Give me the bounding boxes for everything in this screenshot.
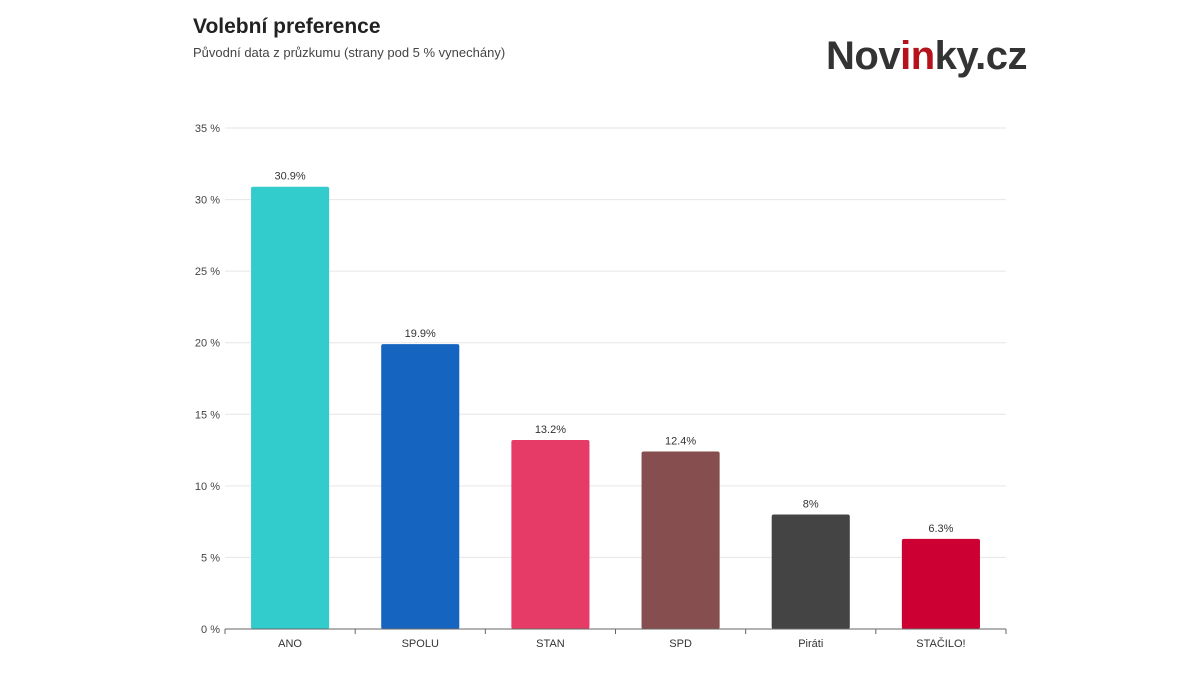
y-tick-label: 30 %	[195, 195, 220, 207]
y-tick-label: 0 %	[201, 624, 220, 636]
chart-title: Volební preference	[193, 15, 381, 38]
chart-subtitle: Původní data z průzkumu (strany pod 5 % …	[193, 45, 506, 60]
bar-piráti	[771, 514, 850, 629]
y-tick-label: 15 %	[195, 409, 220, 421]
bar-ano	[251, 186, 330, 629]
data-label: 30.9%	[274, 171, 305, 183]
y-tick-label: 25 %	[195, 266, 220, 278]
x-tick-label: STAČILO!	[916, 637, 965, 650]
y-tick-label: 5 %	[201, 552, 220, 564]
data-label: 19.9%	[405, 328, 436, 340]
data-label: 6.3%	[928, 523, 953, 535]
bar-stačilo!	[901, 538, 980, 629]
x-tick-label: STAN	[536, 638, 565, 650]
y-tick-label: 20 %	[195, 338, 220, 350]
novinky-logo: Novinky.cz	[826, 34, 1028, 78]
y-tick-label: 35 %	[195, 123, 220, 135]
bar-stan	[511, 440, 590, 629]
data-label: 13.2%	[535, 424, 566, 436]
bar-spd	[641, 451, 720, 629]
x-tick-label: Piráti	[798, 638, 823, 650]
bar-spolu	[381, 344, 460, 629]
y-tick-label: 10 %	[195, 481, 220, 493]
x-tick-label: SPD	[669, 638, 692, 650]
data-label: 12.4%	[665, 436, 696, 448]
x-tick-label: ANO	[278, 638, 302, 650]
x-tick-label: SPOLU	[402, 638, 439, 650]
data-label: 8%	[803, 498, 819, 510]
